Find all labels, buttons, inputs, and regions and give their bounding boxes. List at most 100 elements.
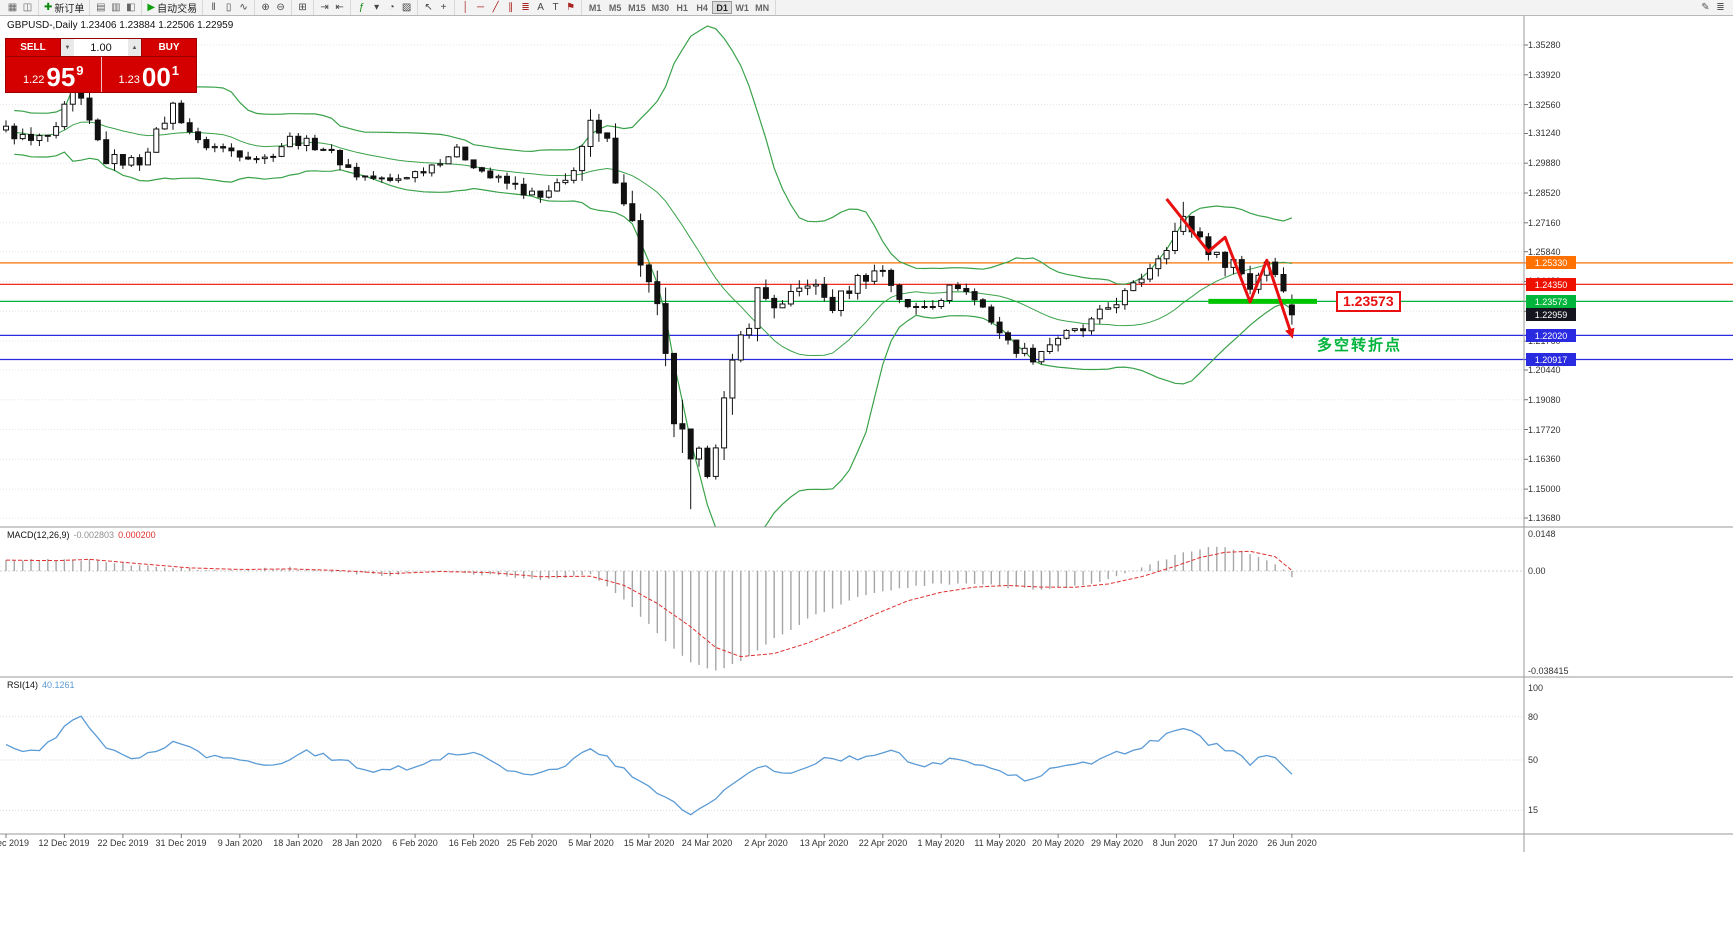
- trendline-icon: ╱: [492, 1, 499, 13]
- chart-profiles-button[interactable]: ◫: [20, 1, 35, 15]
- horizontal-line-icon: ─: [477, 1, 485, 13]
- sell-button[interactable]: SELL: [5, 38, 61, 57]
- macd-scale-label: -0.038415: [1528, 666, 1569, 676]
- price-callout-label: 1.23573: [1336, 291, 1401, 312]
- crosshair-button[interactable]: +: [436, 1, 451, 15]
- text-label-button[interactable]: T: [548, 1, 563, 15]
- price-axis-label: 1.31240: [1528, 128, 1561, 138]
- periods-dropdown-button[interactable]: ◔: [384, 1, 399, 15]
- date-axis-label: 12 Dec 2019: [38, 838, 90, 848]
- buy-price-display[interactable]: 1.23 00 1: [102, 57, 197, 92]
- price-axis-label: 1.33920: [1528, 70, 1561, 80]
- navigator-icon: ◧: [126, 1, 136, 13]
- fibonacci-retracement-button[interactable]: ≣: [518, 1, 533, 15]
- zigzag-annotation[interactable]: [1165, 197, 1295, 339]
- macd-signal-line: [5, 550, 1293, 658]
- buy-price-prefix: 1.23: [118, 74, 140, 86]
- date-axis-label: 1 May 2020: [917, 838, 965, 848]
- horizontal-line-button[interactable]: ─: [473, 1, 488, 15]
- edit-button[interactable]: ✎: [1698, 1, 1713, 15]
- date-axis-label: 18 Jan 2020: [273, 838, 323, 848]
- price-axis-label: 1.16360: [1528, 454, 1561, 464]
- chart-bars-icon: ‖: [211, 1, 216, 13]
- auto-scroll-button[interactable]: ⇥: [317, 1, 332, 15]
- chart-line-button[interactable]: ∿: [236, 1, 251, 15]
- timeframe-button-mn[interactable]: MN: [755, 2, 770, 13]
- text-icon: A: [537, 1, 544, 13]
- zoom-out-icon: ⊖: [276, 1, 285, 13]
- volume-increment-button[interactable]: ▲: [128, 38, 141, 57]
- hline-price-box-green-pivot: 1.23573: [1526, 295, 1576, 308]
- new-chart-button[interactable]: ▦: [5, 1, 20, 15]
- text-label-icon: T: [552, 1, 559, 13]
- sell-price-display[interactable]: 1.22 95 9: [6, 57, 102, 92]
- equidistant-channel-icon: ∥: [508, 1, 514, 13]
- bb-upper-band: [14, 25, 1293, 285]
- hline-price-box-blue-support-1: 1.22020: [1526, 329, 1576, 342]
- rsi-line: [5, 715, 1293, 816]
- chart-line-icon: ∿: [239, 1, 248, 13]
- indicators-button[interactable]: ƒ: [354, 1, 369, 15]
- rsi-title: RSI(14): [7, 680, 39, 690]
- macd-scale-label: 0.00: [1528, 566, 1546, 576]
- new-chart-icon: ▦: [7, 1, 18, 13]
- macd-scale-label: 0.0148: [1528, 529, 1556, 539]
- timeframe-toolbar: M1 M5 M15 M30 H1 H4 D1 W1 MN: [582, 0, 777, 15]
- buy-button[interactable]: BUY: [141, 38, 197, 57]
- zoom-in-button[interactable]: ⊕: [258, 1, 273, 15]
- toolbar-group: ▤ ▥ ◧: [90, 0, 143, 15]
- price-axis-label: 1.27160: [1528, 218, 1561, 228]
- timeframe-button-m15[interactable]: M15: [628, 2, 646, 13]
- timeframe-button-w1[interactable]: W1: [735, 2, 749, 13]
- price-axis-label: 1.15000: [1528, 484, 1561, 494]
- date-axis-label: 22 Dec 2019: [97, 838, 149, 848]
- navigator-button[interactable]: ◧: [123, 1, 138, 15]
- chart-shift-button[interactable]: ⇤: [332, 1, 347, 15]
- toolbar-group: ↖ +: [418, 0, 456, 15]
- window-list-button[interactable]: ≣: [1713, 1, 1728, 15]
- hline-price-box-blue-support-2: 1.20917: [1526, 353, 1576, 366]
- new-order-button[interactable]: ✚ 新订单: [42, 1, 86, 15]
- timeframe-button-m1[interactable]: M1: [588, 2, 602, 13]
- indicators-dropdown-button[interactable]: ▾: [369, 1, 384, 15]
- chart-bars-button[interactable]: ‖: [206, 1, 221, 15]
- volume-decrement-button[interactable]: ▼: [61, 38, 74, 57]
- data-window-button[interactable]: ▥: [108, 1, 123, 15]
- vertical-line-button[interactable]: │: [458, 1, 473, 15]
- trade-panel-controls: SELL ▼ 1.00 ▲ BUY: [5, 38, 197, 57]
- rsi-indicator-header: RSI(14) 40.1261: [7, 680, 75, 690]
- timeframe-button-h1[interactable]: H1: [676, 2, 688, 13]
- text-button[interactable]: A: [533, 1, 548, 15]
- toolbar-group: │ ─ ╱ ∥ ≣ A T ⚑: [455, 0, 583, 15]
- price-axis-label: 1.25840: [1528, 247, 1561, 257]
- timeframe-button-m5[interactable]: M5: [608, 2, 622, 13]
- timeframe-button-d1[interactable]: D1: [712, 1, 733, 14]
- tile-windows-button[interactable]: ⊞: [295, 1, 310, 15]
- date-axis-label: 29 May 2020: [1090, 838, 1144, 848]
- cursor-icon: ↖: [424, 1, 433, 13]
- timeframe-button-m30[interactable]: M30: [651, 2, 670, 13]
- chart-candles-button[interactable]: ▯: [221, 1, 236, 15]
- edit-icon: ✎: [1701, 1, 1710, 13]
- bb-middle-band: [14, 121, 1292, 357]
- auto-trading-button[interactable]: ▶ 自动交易: [145, 1, 199, 15]
- templates-button[interactable]: ▨: [399, 1, 414, 15]
- market-watch-button[interactable]: ▤: [93, 1, 108, 15]
- volume-input[interactable]: 1.00: [74, 38, 128, 57]
- buy-price-pip: 1: [171, 63, 180, 78]
- timeframe-button-h4[interactable]: H4: [696, 2, 708, 13]
- templates-icon: ▨: [401, 1, 412, 13]
- arrows-button[interactable]: ⚑: [563, 1, 578, 15]
- zoom-out-button[interactable]: ⊖: [273, 1, 288, 15]
- equidistant-channel-button[interactable]: ∥: [503, 1, 518, 15]
- cursor-button[interactable]: ↖: [421, 1, 436, 15]
- vertical-line-icon: │: [462, 1, 469, 13]
- fibonacci-retracement-icon: ≣: [521, 1, 530, 13]
- tile-windows-icon: ⊞: [298, 1, 307, 13]
- rsi-value: 40.1261: [42, 680, 75, 690]
- trendline-button[interactable]: ╱: [488, 1, 503, 15]
